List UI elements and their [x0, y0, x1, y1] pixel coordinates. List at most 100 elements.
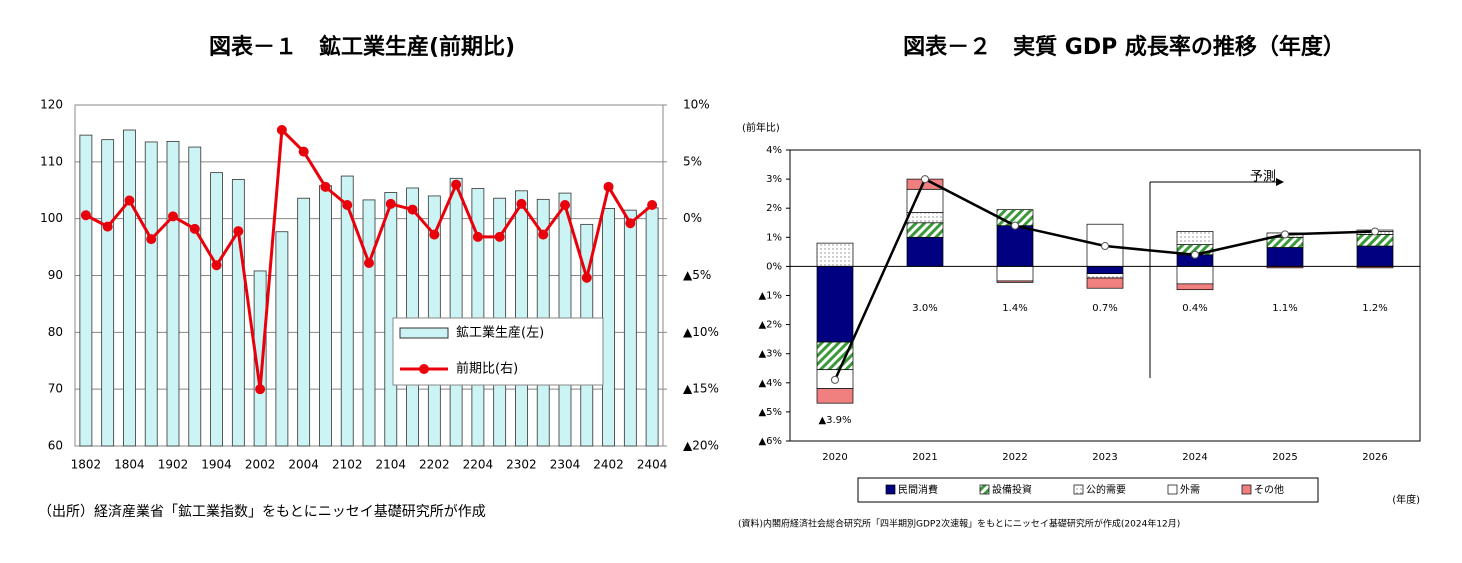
y2-tick-label: ▲5%: [683, 268, 711, 282]
x-tick-label: 2023: [1092, 452, 1117, 463]
total-point: [831, 375, 839, 384]
x-tick-label: 1804: [114, 458, 145, 472]
legend-label: 設備投資: [992, 483, 1032, 496]
bar: [645, 207, 659, 447]
bar-segment: [1356, 245, 1394, 267]
legend-label: 前期比(右): [456, 361, 518, 377]
y-tick-label: ▲4%: [758, 378, 782, 389]
x-tick-label: 2204: [463, 458, 494, 472]
bar-segment: [1176, 266, 1214, 285]
point: [298, 146, 309, 157]
total-point: [921, 175, 929, 184]
data-label: 1.1%: [1272, 303, 1297, 314]
bar: [602, 208, 615, 447]
data-label: 3.0%: [912, 303, 937, 314]
bar-segment: [906, 222, 944, 238]
x-tick-label: 2202: [419, 458, 450, 472]
point: [342, 200, 353, 211]
point: [211, 260, 222, 271]
bar: [362, 199, 376, 447]
y-tick-label: 90: [48, 268, 63, 282]
bar-segment: [1176, 231, 1214, 245]
bar: [79, 134, 93, 447]
bar: [623, 209, 637, 447]
x-tick-label: 2402: [593, 458, 624, 472]
bar-segment: [1086, 266, 1124, 275]
y2-tick-label: ▲20%: [683, 439, 719, 453]
bar-segment: [816, 242, 854, 267]
y-tick-label: ▲2%: [758, 320, 782, 331]
arrow-head: [1276, 178, 1284, 186]
y-tick-label: ▲6%: [758, 436, 782, 447]
chart-title: 図表－１ 鉱工業生産(前期比): [209, 34, 515, 60]
point: [407, 204, 418, 215]
x-tick-label: 2022: [1002, 452, 1027, 463]
y-tick-label: 80: [48, 325, 63, 339]
bar: [123, 129, 136, 447]
bar: [340, 175, 354, 447]
y2-tick-label: 5%: [683, 154, 702, 168]
point: [603, 181, 614, 192]
total-point: [1011, 221, 1019, 230]
y-tick-label: 120: [40, 98, 63, 112]
point: [516, 198, 527, 209]
bar: [319, 185, 332, 447]
legend-label: 外需: [1180, 484, 1200, 496]
point: [189, 223, 200, 234]
legend-swatch: [979, 484, 990, 495]
x-tick-label: 2302: [506, 458, 537, 472]
bar: [101, 139, 115, 447]
legend-label: 公的需要: [1086, 483, 1126, 496]
x-tick-label: 2025: [1272, 452, 1297, 463]
bar: [210, 172, 223, 447]
point: [429, 229, 440, 240]
y-tick-label: ▲5%: [758, 407, 782, 418]
y-axis-label: (前年比): [742, 121, 780, 134]
point: [538, 229, 549, 240]
point: [647, 200, 658, 211]
point: [494, 231, 505, 242]
total-point: [1371, 227, 1379, 236]
annotation: 予測: [1250, 170, 1276, 185]
legend-swatch: [399, 327, 449, 339]
y-tick-label: 3%: [766, 174, 782, 185]
x-tick-label: 1904: [201, 458, 232, 472]
bar-segment: [906, 212, 944, 224]
legend-label: その他: [1254, 483, 1284, 496]
source-note: （出所）経済産業省「鉱工業指数」をもとにニッセイ基礎研究所が作成: [38, 503, 486, 520]
bar-segment: [1086, 277, 1124, 289]
point: [320, 181, 331, 192]
x-tick-label: 2024: [1182, 452, 1207, 463]
point: [102, 221, 113, 232]
legend-swatch: [419, 364, 429, 374]
bar-segment: [996, 266, 1034, 282]
bar-segment: [1356, 234, 1394, 247]
y-tick-label: 1%: [766, 232, 782, 243]
bar: [231, 179, 245, 447]
x-tick-label: 2304: [550, 458, 581, 472]
legend-swatch: [885, 484, 896, 495]
y-tick-label: 0%: [766, 261, 782, 272]
y-tick-label: 4%: [766, 145, 782, 156]
y-tick-label: ▲1%: [758, 291, 782, 302]
bar-segment: [816, 266, 854, 343]
y-tick-label: 2%: [766, 203, 782, 214]
bar: [253, 270, 267, 447]
y-tick-label: 60: [48, 439, 63, 453]
y-tick-label: 100: [40, 211, 63, 225]
bar-segment: [1176, 283, 1214, 291]
point: [80, 210, 91, 221]
point: [255, 384, 266, 395]
x-tick-label: 1802: [71, 458, 102, 472]
point: [276, 125, 287, 136]
point: [451, 179, 462, 190]
bar: [166, 140, 180, 447]
legend-swatch: [1241, 484, 1252, 495]
y2-tick-label: 10%: [683, 98, 710, 112]
point: [560, 200, 570, 211]
bar-segment: [1266, 247, 1304, 267]
legend-swatch: [1167, 484, 1178, 495]
x-tick-label: 2021: [912, 452, 937, 463]
y-tick-label: 70: [48, 382, 63, 396]
